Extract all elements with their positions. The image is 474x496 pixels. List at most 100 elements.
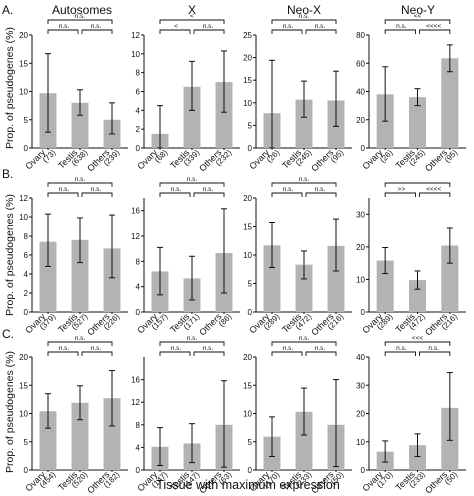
y-tick-label: 6 xyxy=(136,88,141,97)
y-tick-label: 8 xyxy=(136,69,141,78)
column-title-x: X xyxy=(188,3,196,17)
y-tick-label: 40 xyxy=(356,88,365,97)
bar-testis xyxy=(71,402,89,470)
bar-others xyxy=(103,248,121,312)
bar-others xyxy=(327,245,345,312)
bracket-ovary-others xyxy=(384,19,451,24)
y-tick-label: 2 xyxy=(24,289,29,298)
y-tick-label: 20 xyxy=(19,353,28,362)
y-tick-label: 8 xyxy=(136,257,141,266)
y-tick-label: 20 xyxy=(243,54,252,63)
y-tick-label: 30 xyxy=(356,210,365,219)
significance-left: n.s. xyxy=(283,23,294,30)
bracket-ovary-others xyxy=(271,19,337,24)
y-tick-label: 16 xyxy=(131,207,140,216)
y-tick-label: 10 xyxy=(19,410,28,419)
bracket-ovary-others xyxy=(384,341,451,346)
significance-top: n.s. xyxy=(299,13,310,20)
row-label-c: C. xyxy=(2,327,14,341)
bar-others xyxy=(215,82,233,148)
significance-right: n.s. xyxy=(428,345,439,352)
bracket-testis-others xyxy=(81,192,113,197)
bar-testis xyxy=(295,264,313,312)
y-tick-label: 12 xyxy=(131,398,140,407)
panel-3-3: 05101520Ovary(170)Testis(233)Others(50)n… xyxy=(243,335,352,496)
significance-right: n.s. xyxy=(315,23,326,30)
bracket-ovary-others xyxy=(384,182,451,187)
significance-right: n.s. xyxy=(91,186,102,193)
y-tick-label: 0 xyxy=(248,308,253,317)
y-axis-label-c: Prop. of pseudogenes (%) xyxy=(4,351,16,473)
bracket-ovary-others xyxy=(47,341,113,346)
bracket-ovary-testis xyxy=(47,192,79,197)
bar-testis xyxy=(295,411,313,470)
row-label-b: B. xyxy=(2,167,13,181)
bracket-testis-others xyxy=(81,29,113,34)
y-tick-label: 10 xyxy=(356,275,365,284)
bracket-ovary-others xyxy=(47,182,113,187)
bracket-ovary-others xyxy=(159,19,225,24)
significance-top: n.s. xyxy=(299,176,310,183)
bracket-ovary-testis xyxy=(159,192,191,197)
y-tick-label: 0 xyxy=(361,308,366,317)
bracket-ovary-testis xyxy=(384,351,416,356)
bracket-ovary-others xyxy=(271,182,337,187)
y-tick-label: 0 xyxy=(24,466,29,475)
bracket-testis-others xyxy=(305,351,337,356)
panel-1-1: 05101520Ovary(73)Testis(638)Others(239)n… xyxy=(19,13,128,174)
sample-count-label: (68) xyxy=(153,148,170,165)
y-tick-label: 20 xyxy=(356,243,365,252)
y-tick-label: 20 xyxy=(243,353,252,362)
significance-top: n.s. xyxy=(75,13,86,20)
y-tick-label: 0 xyxy=(361,144,366,153)
significance-top: n.s. xyxy=(299,335,310,342)
significance-left: n.s. xyxy=(396,23,407,30)
y-tick-label: 4 xyxy=(24,270,29,279)
significance-left: n.s. xyxy=(59,186,70,193)
bracket-ovary-others xyxy=(159,182,225,187)
y-tick-label: 80 xyxy=(356,31,365,40)
panel-1-4: 020406080Ovary(26)Testis(245)Others(95)<… xyxy=(356,13,466,174)
y-tick-label: 12 xyxy=(131,31,140,40)
y-tick-label: 20 xyxy=(356,116,365,125)
significance-right: <<<< xyxy=(426,186,441,193)
significance-top: << xyxy=(414,13,422,20)
bar-testis xyxy=(409,445,426,470)
bracket-testis-others xyxy=(193,192,225,197)
y-axis-label-b: Prop. of pseudogenes (%) xyxy=(4,194,16,316)
significance-left: n.s. xyxy=(171,345,182,352)
y-tick-label: 0 xyxy=(24,308,29,317)
bracket-testis-others xyxy=(81,351,113,356)
bar-others xyxy=(103,398,121,470)
bracket-testis-others xyxy=(305,192,337,197)
bar-ovary xyxy=(39,241,57,312)
sample-count-label: (50) xyxy=(443,470,460,487)
sample-count-label: (50) xyxy=(329,470,346,487)
significance-left: n.s. xyxy=(283,345,294,352)
y-tick-label: 8 xyxy=(24,232,29,241)
y-tick-label: 4 xyxy=(136,283,141,292)
significance-right: n.s. xyxy=(203,186,214,193)
sample-count-label: (73) xyxy=(41,148,58,165)
y-tick-label: 5 xyxy=(24,438,29,447)
y-tick-label: 5 xyxy=(248,438,253,447)
significance-right: n.s. xyxy=(91,345,102,352)
significance-top: <<< xyxy=(412,335,424,342)
significance-top: n.s. xyxy=(75,176,86,183)
y-tick-label: 4 xyxy=(136,443,141,452)
bar-ovary xyxy=(39,411,57,470)
bar-testis xyxy=(295,99,313,148)
bracket-ovary-testis xyxy=(47,351,79,356)
significance-left: n.s. xyxy=(171,186,182,193)
y-tick-label: 10 xyxy=(356,438,365,447)
sample-count-label: (95) xyxy=(329,148,346,165)
column-title-neo-y: Neo-Y xyxy=(401,3,435,17)
y-tick-label: 15 xyxy=(243,381,252,390)
y-tick-label: 4 xyxy=(136,106,141,115)
y-axis-label-a: Prop. of pseudogenes (%) xyxy=(4,27,16,149)
row-label-a: A. xyxy=(2,3,13,17)
significance-right: n.s. xyxy=(203,345,214,352)
significance-left: < xyxy=(174,23,178,30)
y-tick-label: 0 xyxy=(136,308,141,317)
bracket-ovary-testis xyxy=(271,192,303,197)
